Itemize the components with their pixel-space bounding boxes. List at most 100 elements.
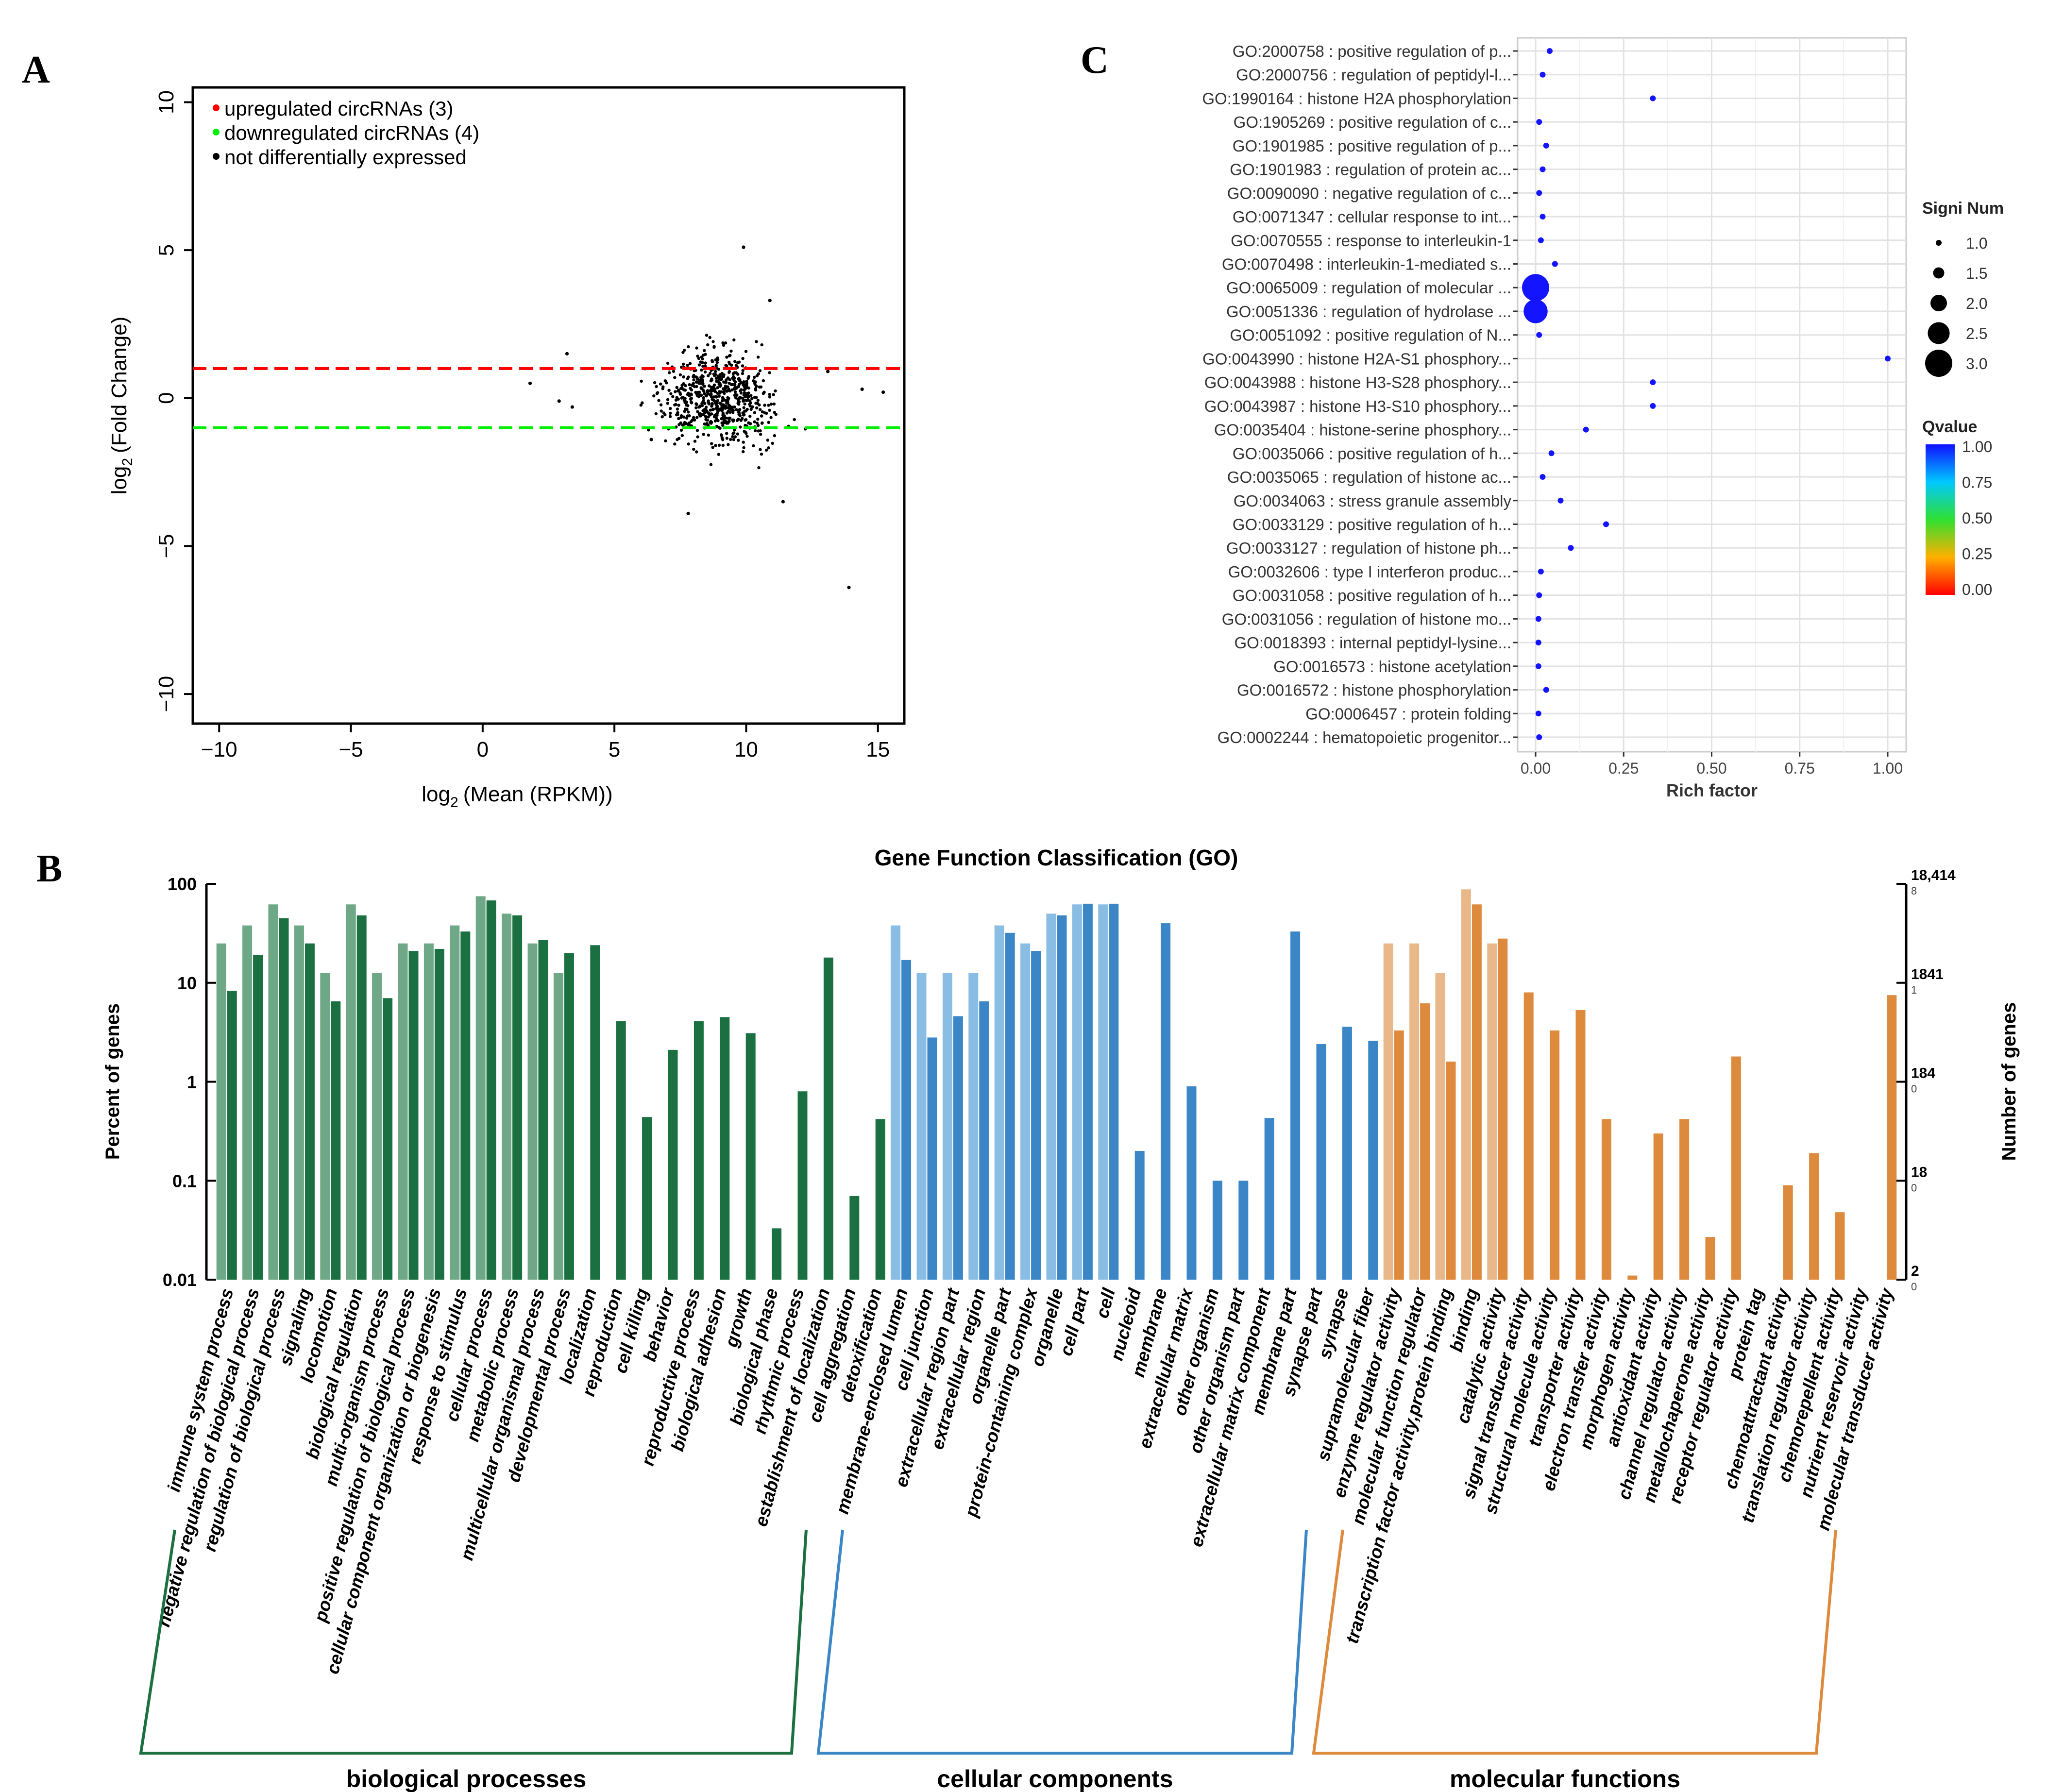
data-point (695, 429, 699, 432)
go-term-point (1547, 48, 1553, 54)
data-point (742, 245, 745, 249)
data-point (687, 442, 690, 446)
data-point (717, 443, 721, 447)
data-point (729, 349, 733, 353)
data-point (761, 410, 764, 414)
data-point (671, 395, 675, 398)
data-point (718, 377, 721, 381)
data-point (701, 361, 704, 364)
data-point (690, 400, 693, 404)
qvalue-legend-label: 0.00 (1962, 581, 1992, 598)
data-point (758, 403, 761, 407)
data-point (703, 392, 707, 396)
y-tick-label: 0 (154, 392, 178, 404)
bar-sample-2 (797, 1091, 808, 1280)
data-point (710, 405, 713, 408)
data-point (769, 416, 773, 419)
x-tick-label: 15 (866, 738, 890, 761)
bar-sample-2 (356, 915, 367, 1280)
data-point (729, 438, 732, 441)
data-point (528, 381, 532, 385)
data-point (663, 413, 667, 417)
data-point (675, 386, 678, 389)
data-point (693, 418, 696, 422)
go-term-point (1538, 237, 1544, 243)
data-point (736, 372, 740, 376)
bar-sample-2 (1342, 1027, 1352, 1280)
bar-sample-2 (1627, 1275, 1638, 1280)
x-tick-label: 1.00 (1873, 760, 1903, 777)
data-point (697, 356, 701, 360)
data-point (772, 393, 775, 396)
data-point (681, 423, 684, 427)
bar-sample-2 (875, 1119, 885, 1280)
data-point (714, 444, 717, 447)
data-point (743, 391, 746, 394)
data-point (720, 434, 723, 437)
data-point (752, 444, 755, 448)
data-point (744, 430, 747, 434)
data-point (703, 364, 707, 368)
data-point (706, 343, 710, 347)
data-point (689, 397, 693, 401)
bar-sample-2 (745, 1033, 756, 1280)
data-point (772, 402, 776, 406)
data-point (703, 411, 707, 415)
data-point (718, 390, 721, 393)
go-term-point (1568, 545, 1574, 551)
data-point (669, 411, 672, 415)
y2-tick-label: 18,414 (1911, 867, 1956, 883)
bar-sample-2 (1679, 1119, 1690, 1280)
data-point (710, 442, 713, 445)
data-point (737, 411, 741, 415)
go-term-point (1583, 426, 1589, 433)
bar-sample-2 (823, 957, 833, 1280)
legend-marker-up (213, 104, 220, 111)
data-point (766, 439, 770, 442)
bar-sample-2 (512, 915, 523, 1280)
data-point (717, 394, 721, 398)
data-point (687, 410, 690, 414)
data-point (722, 375, 726, 378)
x-tick-label: 10 (734, 738, 758, 761)
data-point (570, 405, 574, 409)
bar-sample-2 (772, 1228, 782, 1280)
data-point (707, 433, 711, 437)
panel-b-y2-axis-title: Number of genes (1998, 1002, 2020, 1161)
data-point (718, 383, 722, 386)
bar-sample-2 (331, 1001, 341, 1280)
data-point (733, 383, 737, 387)
data-point (745, 435, 749, 438)
data-point (686, 423, 690, 426)
data-point (695, 416, 699, 419)
data-point (682, 375, 686, 379)
qvalue-color-bar (1926, 444, 1955, 595)
data-point (755, 406, 759, 410)
data-point (737, 385, 740, 389)
bar-sample-2 (668, 1049, 678, 1280)
data-point (696, 377, 699, 381)
data-point (860, 387, 864, 391)
panel-b-left-ticks: 100 10 1 0.1 0.01 (163, 874, 216, 1290)
x-tick-label: 0.50 (1696, 760, 1726, 777)
y-tick-label: 5 (154, 244, 178, 256)
data-point (641, 401, 644, 405)
data-point (659, 403, 663, 406)
bar-sample-1 (423, 943, 434, 1280)
data-point (739, 419, 743, 422)
data-point (666, 361, 670, 365)
data-point (711, 407, 715, 411)
bar-sample-2 (564, 953, 574, 1280)
data-point (720, 421, 724, 425)
y-tick-label: −5 (154, 534, 178, 558)
data-point (748, 414, 752, 418)
panel-a-x-axis: −10 −5 0 5 10 15 (201, 724, 890, 761)
data-point (685, 401, 689, 404)
data-point (747, 395, 751, 399)
panel-c-points (1522, 48, 1891, 740)
data-point (653, 381, 657, 385)
bar-sample-1 (968, 973, 979, 1280)
data-point (687, 391, 690, 395)
go-term-label: GO:1901985 : positive regulation of p... (1233, 137, 1511, 155)
bar-sample-1 (450, 925, 460, 1280)
